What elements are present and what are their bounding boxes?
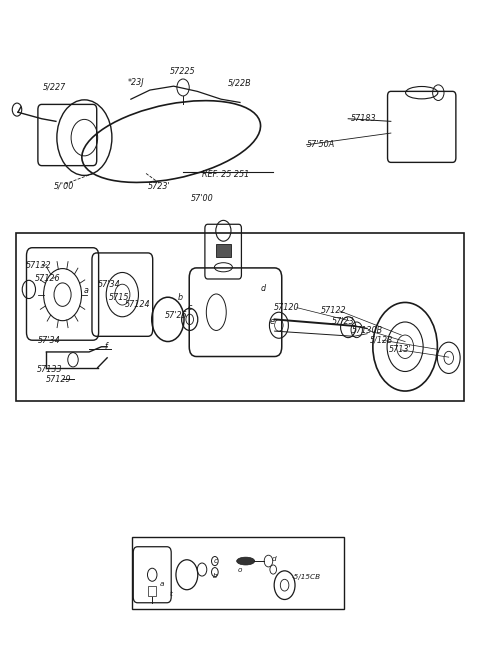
Text: 5713': 5713' [389, 346, 412, 355]
Text: 5/'00: 5/'00 [54, 182, 75, 191]
Text: 5723': 5723' [148, 182, 171, 191]
Text: c: c [213, 558, 217, 564]
Text: 57183: 57183 [350, 114, 376, 124]
Text: 57'23: 57'23 [332, 317, 355, 327]
Text: 57133: 57133 [36, 365, 62, 374]
Text: a: a [159, 581, 164, 587]
Text: d: d [272, 556, 276, 562]
Text: d: d [260, 284, 265, 292]
Text: 5/128: 5/128 [370, 336, 393, 345]
Text: t: t [170, 591, 173, 597]
Text: 5/22B: 5/22B [228, 78, 252, 87]
Text: 5715: 5715 [109, 294, 129, 302]
Text: 57'50A: 57'50A [307, 141, 335, 149]
Text: c: c [188, 303, 192, 312]
Text: 57'00: 57'00 [191, 194, 214, 203]
Text: a: a [84, 286, 88, 295]
Bar [132, 537, 344, 608]
Text: 5/227: 5/227 [43, 83, 67, 92]
Text: 57129: 57129 [46, 374, 72, 384]
Text: f: f [105, 342, 108, 351]
Text: 57122: 57122 [321, 306, 347, 315]
Text: -5/15CB: -5/15CB [292, 574, 321, 580]
Text: e: e [270, 317, 275, 327]
Text: 57'25: 57'25 [165, 311, 187, 320]
Text: 57130B: 57130B [351, 326, 383, 335]
Text: *23J: *23J [127, 78, 144, 87]
FancyBboxPatch shape [216, 244, 231, 258]
Text: 57'34: 57'34 [38, 336, 60, 345]
Text: REF. 25 251: REF. 25 251 [202, 170, 250, 179]
Text: b: b [213, 573, 217, 579]
Text: 57124: 57124 [125, 300, 151, 309]
Text: 57126: 57126 [35, 274, 60, 283]
Text: 57132: 57132 [25, 261, 51, 271]
Text: 57'34: 57'34 [98, 281, 121, 289]
Text: o: o [238, 566, 242, 572]
Bar [16, 233, 464, 401]
Text: b: b [178, 294, 183, 302]
Text: 57120: 57120 [274, 303, 300, 312]
Ellipse shape [237, 557, 255, 565]
Text: 57225: 57225 [170, 66, 196, 76]
